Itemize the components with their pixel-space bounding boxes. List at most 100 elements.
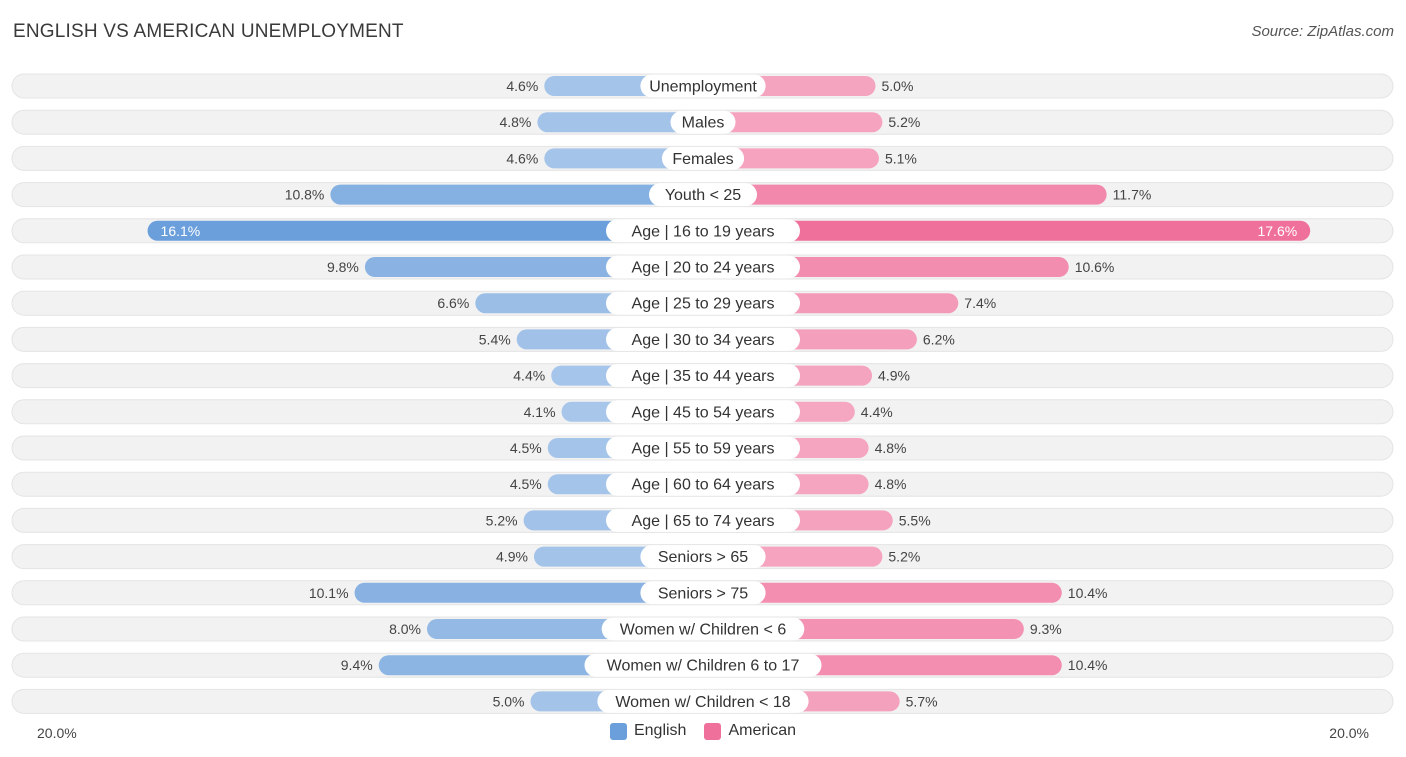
value-label-american: 10.4% [1068, 657, 1108, 673]
category-label: Seniors > 65 [658, 549, 748, 566]
category-label: Age | 16 to 19 years [632, 223, 775, 240]
bar-row: 10.8% 11.7% Youth < 25 [11, 182, 1394, 208]
bar-american [703, 582, 1062, 603]
value-label-english: 10.8% [285, 187, 325, 203]
category-label-bg [606, 364, 800, 388]
value-label-american: 5.2% [888, 549, 920, 565]
category-label-bg [670, 110, 736, 134]
category-label-bg [640, 74, 766, 98]
bar-row: 4.4% 4.9% Age | 35 to 44 years [11, 363, 1394, 389]
category-label-bg [601, 617, 805, 641]
value-label-english: 4.9% [496, 549, 528, 565]
category-label: Women w/ Children < 18 [615, 694, 790, 711]
source-label: Source: ZipAtlas.com [1251, 23, 1394, 40]
value-label-english: 5.4% [479, 331, 511, 347]
bar-american [703, 112, 883, 133]
value-label-american: 11.7% [1113, 187, 1152, 203]
legend-label-english: English [633, 722, 687, 739]
axis-max-label: 20.0% [1329, 725, 1369, 741]
category-label: Age | 60 to 64 years [632, 477, 775, 494]
category-label: Seniors > 75 [658, 585, 748, 602]
category-label: Females [672, 151, 733, 168]
category-label-bg [606, 472, 800, 496]
bar-row: 4.6% 5.0% Unemployment [11, 73, 1394, 99]
bar-row: 4.5% 4.8% Age | 55 to 59 years [11, 435, 1394, 461]
value-label-american: 5.0% [882, 78, 914, 94]
category-label: Age | 35 to 44 years [632, 368, 775, 385]
category-label: Age | 65 to 74 years [632, 513, 775, 530]
legend-item-american[interactable]: American [704, 722, 796, 740]
value-label-english: 4.5% [510, 476, 542, 492]
bar-english [330, 184, 703, 205]
category-label: Age | 20 to 24 years [632, 260, 775, 277]
bar-row: 10.1% 10.4% Seniors > 75 [11, 580, 1394, 606]
value-label-english: 9.4% [341, 657, 373, 673]
bar-row: 4.5% 4.8% Age | 60 to 64 years [11, 471, 1394, 497]
category-label-bg [597, 689, 809, 713]
bar-row: 16.1% 17.6% Age | 16 to 19 years [11, 218, 1394, 244]
value-label-american: 5.1% [885, 150, 917, 166]
chart-title: ENGLISH VS AMERICAN UNEMPLOYMENT [13, 21, 404, 42]
bar-row: 4.6% 5.1% Females [11, 145, 1394, 171]
legend-label-american: American [728, 722, 797, 739]
category-label: Age | 25 to 29 years [632, 296, 775, 313]
bar-row: 8.0% 9.3% Women w/ Children < 6 [11, 616, 1394, 642]
value-label-american: 10.4% [1068, 585, 1108, 601]
category-label-bg [606, 255, 800, 279]
value-label-english: 4.8% [499, 114, 531, 130]
category-label-bg [640, 545, 766, 569]
value-label-american: 4.8% [875, 476, 907, 492]
bar-english [354, 582, 703, 603]
bar-row: 4.8% 5.2% Males [11, 109, 1394, 135]
category-label-bg [606, 327, 800, 351]
bar-row: 5.2% 5.5% Age | 65 to 74 years [11, 507, 1394, 533]
category-label: Age | 45 to 54 years [632, 404, 775, 421]
value-label-english: 8.0% [389, 621, 421, 637]
bar-row: 5.0% 5.7% Women w/ Children < 18 [11, 688, 1394, 714]
category-label: Males [682, 115, 725, 132]
legend-item-english[interactable]: English [609, 722, 687, 740]
bar-row: 6.6% 7.4% Age | 25 to 29 years [11, 290, 1394, 316]
value-label-english: 5.0% [493, 693, 525, 709]
category-label: Women w/ Children < 6 [620, 622, 787, 639]
value-label-american: 4.4% [861, 404, 893, 420]
category-label-bg [606, 291, 800, 315]
value-label-american: 10.6% [1075, 259, 1115, 275]
category-label-bg [606, 436, 800, 460]
category-label-bg [649, 183, 757, 207]
category-label-bg [606, 508, 800, 532]
category-label-bg [584, 653, 822, 677]
bar-row: 5.4% 6.2% Age | 30 to 34 years [11, 326, 1394, 352]
category-label: Youth < 25 [665, 187, 741, 204]
bar-row: 9.4% 10.4% Women w/ Children 6 to 17 [11, 652, 1394, 678]
bar-american [703, 220, 1311, 241]
value-label-english: 4.6% [506, 78, 538, 94]
value-label-english: 4.4% [513, 368, 545, 384]
bar-row: 9.8% 10.6% Age | 20 to 24 years [11, 254, 1394, 280]
value-label-american: 4.9% [878, 368, 910, 384]
value-label-american: 6.2% [923, 331, 955, 347]
value-label-english: 9.8% [327, 259, 359, 275]
axis-min-label: 20.0% [37, 725, 77, 741]
category-label: Women w/ Children 6 to 17 [607, 658, 800, 675]
legend-swatch-american [704, 722, 722, 740]
value-label-english: 10.1% [309, 585, 349, 601]
bar-american [703, 184, 1107, 205]
value-label-american: 9.3% [1030, 621, 1062, 637]
legend: English American [0, 722, 1406, 740]
bar-american [703, 148, 879, 169]
value-label-english: 4.6% [506, 150, 538, 166]
bar-english [147, 220, 704, 241]
value-label-american: 5.5% [899, 512, 931, 528]
legend-swatch-english [609, 722, 627, 740]
category-label-bg [661, 146, 745, 170]
bar-english [537, 112, 703, 133]
value-label-american: 7.4% [964, 295, 996, 311]
value-label-american: 5.2% [888, 114, 920, 130]
category-label-bg [640, 581, 766, 605]
value-label-english: 4.5% [510, 440, 542, 456]
category-label: Age | 55 to 59 years [632, 441, 775, 458]
value-label-english: 5.2% [486, 512, 518, 528]
value-label-american: 4.8% [875, 440, 907, 456]
